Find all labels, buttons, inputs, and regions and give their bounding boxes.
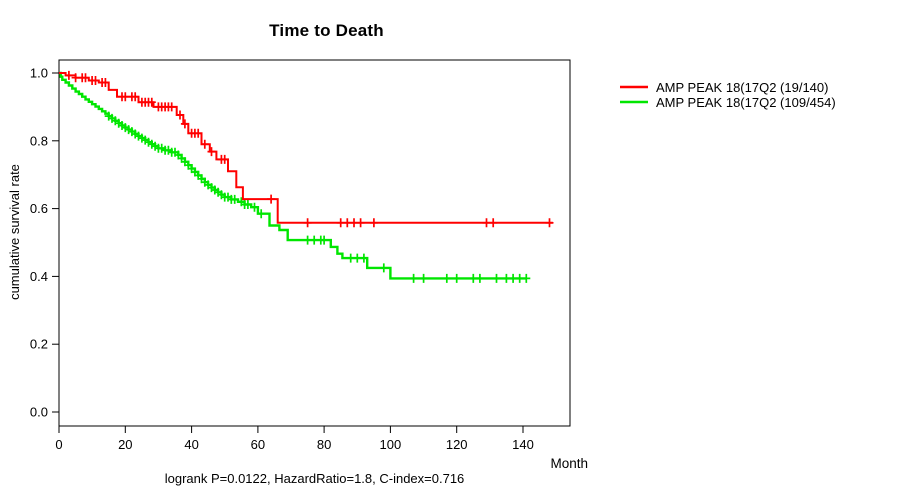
x-tick-label: 20 [118,437,132,452]
x-axis-title: Month [550,456,588,471]
survival-curve-green [59,71,531,283]
y-tick-label: 0.0 [30,405,48,420]
x-tick-label: 60 [251,437,265,452]
chart-title: Time to Death [269,21,384,40]
y-tick-label: 0.6 [30,201,48,216]
x-tick-label: 140 [512,437,534,452]
y-axis-title: cumulative survival rate [7,164,22,300]
x-tick-label: 120 [446,437,468,452]
y-tick-label: 0.2 [30,337,48,352]
plot-box [58,59,571,427]
km-step-line-green [59,71,527,280]
y-tick-label: 1.0 [30,66,48,81]
survival-curve-red [59,70,554,228]
km-step-line-red [59,72,553,224]
legend-label-green-series: AMP PEAK 18(17Q2 (109/454) [656,95,836,110]
x-tick-label: 0 [55,437,62,452]
y-axis: 0.0 0.2 0.4 0.6 0.8 1.0 [30,66,59,420]
x-tick-label: 80 [317,437,331,452]
x-tick-label: 100 [380,437,402,452]
x-axis: 0 20 40 60 80 100 120 140 [55,426,534,452]
censor-marks-green [104,111,531,283]
y-tick-label: 0.4 [30,269,48,284]
stats-annotation: logrank P=0.0122, HazardRatio=1.8, C-ind… [164,471,465,486]
y-tick-label: 0.8 [30,133,48,148]
legend [620,85,648,104]
x-tick-label: 40 [184,437,198,452]
censor-marks-red [64,70,554,228]
legend-label-red-series: AMP PEAK 18(17Q2 (19/140) [656,80,829,95]
